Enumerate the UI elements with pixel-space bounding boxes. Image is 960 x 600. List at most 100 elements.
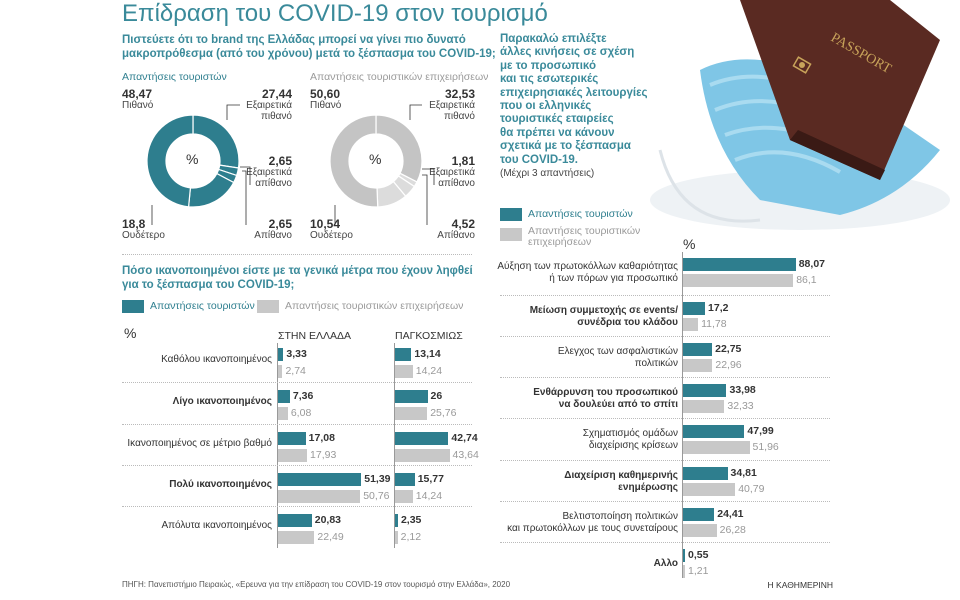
- slice-label: πιθανό: [260, 111, 292, 122]
- q3-question-line: με το προσωπικό: [500, 59, 596, 72]
- donut2-label-unlikely: 4,52 Απίθανο: [423, 218, 475, 241]
- category-label: Μείωση συμμετοχής σε events/συνέδρια του…: [490, 305, 678, 329]
- bar-businesses: [395, 365, 413, 378]
- bar-value-label: 2,74: [285, 365, 306, 377]
- slice-label: πιθανό: [443, 111, 475, 122]
- bar-value-label: 26: [430, 390, 443, 402]
- bar-value-label: 25,76: [430, 407, 457, 419]
- slice-label: Εξαιρετικά: [246, 100, 292, 111]
- category-label: Απόλυτα ικανοποιημένος: [161, 520, 272, 531]
- slice-label: Ουδέτερο: [310, 230, 353, 241]
- bar-tourists: [395, 348, 412, 361]
- bar-businesses: [683, 274, 794, 287]
- bar-value-label: 22,49: [317, 531, 344, 543]
- category-label: Αύξηση των πρωτοκόλλων καθαριότητας ή των…: [490, 261, 678, 285]
- bar-value-label: 11,78: [701, 318, 727, 330]
- value-label: 10,54: [310, 217, 341, 231]
- bar-value-label: 47,99: [747, 425, 774, 437]
- bar-businesses: [395, 407, 428, 420]
- section-divider: [122, 254, 472, 255]
- category-label-line: ενημέρωσης: [618, 482, 678, 493]
- q3-question-line: άλλες κινήσεις σε σχέση: [500, 46, 635, 59]
- bar-tourists: [395, 473, 415, 486]
- bar-businesses: [278, 365, 283, 378]
- q3-percent-sign: %: [683, 236, 696, 252]
- category-label-line: Αλλο: [653, 558, 678, 569]
- value-label: 32,53: [444, 87, 475, 101]
- category-label: Πολύ ικανοποιημένος: [169, 479, 272, 490]
- bar-value-label: 17,2: [708, 302, 729, 314]
- q3-question-line: σχετικά με το ξέσπασμα: [500, 140, 631, 153]
- bar-businesses: [683, 400, 725, 413]
- row-divider: [500, 336, 830, 337]
- q1-left-heading: Απαντήσεις τουριστών: [122, 71, 227, 83]
- legend-label-tourists: Απαντήσεις τουριστών: [150, 300, 255, 312]
- q3-note: (Μέχρι 3 απαντήσεις): [500, 168, 595, 179]
- category-label-line: Διαχείριση καθημερινής: [564, 470, 678, 481]
- bar-value-label: 17,93: [310, 449, 337, 461]
- bar-value-label: 33,98: [729, 384, 756, 396]
- donut1-label-very-unlikely: 2,65 Εξαιρετικά απίθανο: [240, 155, 292, 189]
- bar-tourists: [278, 514, 312, 527]
- q3-question-line: και τις εσωτερικές: [500, 73, 599, 86]
- axis-line: [277, 343, 278, 548]
- category-label: Καθόλου ικανοποιημένος: [161, 354, 272, 365]
- category-label-line: πολιτικών: [634, 358, 678, 369]
- value-label: 4,52: [451, 217, 475, 231]
- bar-value-label: 13,14: [414, 348, 441, 360]
- value-label: 18,8: [122, 217, 146, 231]
- bar-tourists: [683, 425, 745, 438]
- row-divider: [122, 424, 472, 425]
- q2-percent-sign: %: [124, 325, 137, 341]
- category-label: Σχηματισμός ομάδων διαχείρισης κρίσεων: [490, 428, 678, 452]
- q3-question-line: τουριστικές εταιρείες: [500, 113, 614, 126]
- legend-label-businesses: Απαντήσεις τουριστικών επιχειρήσεων: [528, 226, 640, 248]
- q3-question-line: θα πρέπει να κάνουν: [500, 126, 615, 139]
- bar-tourists: [683, 343, 713, 356]
- q3-question: Παρακαλώ επιλέξτε άλλες κινήσεις σε σχέσ…: [500, 33, 648, 167]
- donut1-label-very-likely: 27,44 Εξαιρετικά πιθανό: [240, 88, 292, 122]
- bar-value-label: 32,33: [727, 400, 754, 412]
- q3-question-line: Παρακαλώ επιλέξτε: [500, 33, 607, 45]
- q2-question-line1: Πόσο ικανοποιημένοι είστε με τα γενικά μ…: [122, 265, 473, 277]
- bar-value-label: 34,81: [730, 467, 757, 479]
- bar-value-label: 43,64: [452, 449, 479, 461]
- bar-businesses: [683, 565, 685, 578]
- category-label-line: ή των πόρων για προσωπικό: [549, 273, 678, 284]
- bar-tourists: [395, 390, 428, 403]
- bar-value-label: 0,55: [688, 549, 709, 561]
- bar-value-label: 2,35: [400, 514, 422, 526]
- category-label-line: να δουλεύει από το σπίτι: [558, 399, 678, 410]
- bar-value-label: 51,39: [364, 473, 391, 485]
- category-label-line: Ενθάρρυνση του προσωπικού: [533, 387, 678, 398]
- donut-slice-Πιθανό: [329, 114, 379, 208]
- bar-value-label: 1,21: [688, 565, 709, 577]
- bar-value-label: 26,28: [719, 524, 746, 536]
- source-note: ΠΗΓΗ: Πανεπιστήμιο Πειραιώς, «Ερευνα για…: [122, 580, 511, 589]
- legend-label-businesses: Απαντήσεις τουριστικών επιχειρήσεων: [285, 300, 464, 312]
- donut1-center-label: %: [186, 151, 199, 167]
- bar-tourists: [683, 467, 728, 480]
- bar-businesses: [683, 524, 717, 537]
- q3-question-line: του COVID-19.: [500, 153, 578, 166]
- category-label: Βελτιστοποίηση πολιτικών και πρωτοκόλλων …: [490, 511, 678, 535]
- row-divider: [500, 377, 830, 378]
- category-label: Διαχείριση καθημερινής ενημέρωσης: [490, 470, 678, 494]
- col-header-greece: ΣΤΗΝ ΕΛΛΑΔΑ: [278, 330, 352, 342]
- legend-swatch-businesses: [500, 228, 522, 241]
- bar-tourists: [683, 302, 706, 315]
- publisher-logo: Η ΚΑΘΗΜΕΡΙΝΗ: [767, 580, 833, 590]
- bar-businesses: [395, 490, 413, 503]
- bar-value-label: 50,76: [363, 490, 390, 502]
- passport-mask-illustration: PASSPORT: [650, 0, 950, 230]
- category-label: Αλλο: [490, 558, 678, 570]
- bar-businesses: [278, 531, 315, 544]
- category-label-line: διαχείρισης κρίσεων: [588, 440, 678, 451]
- slice-label: Ουδέτερο: [122, 230, 165, 241]
- row-divider: [500, 295, 830, 296]
- slice-label: Εξαιρετικά: [429, 167, 475, 178]
- bar-tourists: [683, 258, 796, 271]
- category-label: Ενθάρρυνση του προσωπικού να δουλεύει από…: [490, 387, 678, 411]
- q3-question-line: που οι ελληνικές: [500, 100, 592, 113]
- donut1-label-unlikely: 2,65 Απίθανο: [240, 218, 292, 241]
